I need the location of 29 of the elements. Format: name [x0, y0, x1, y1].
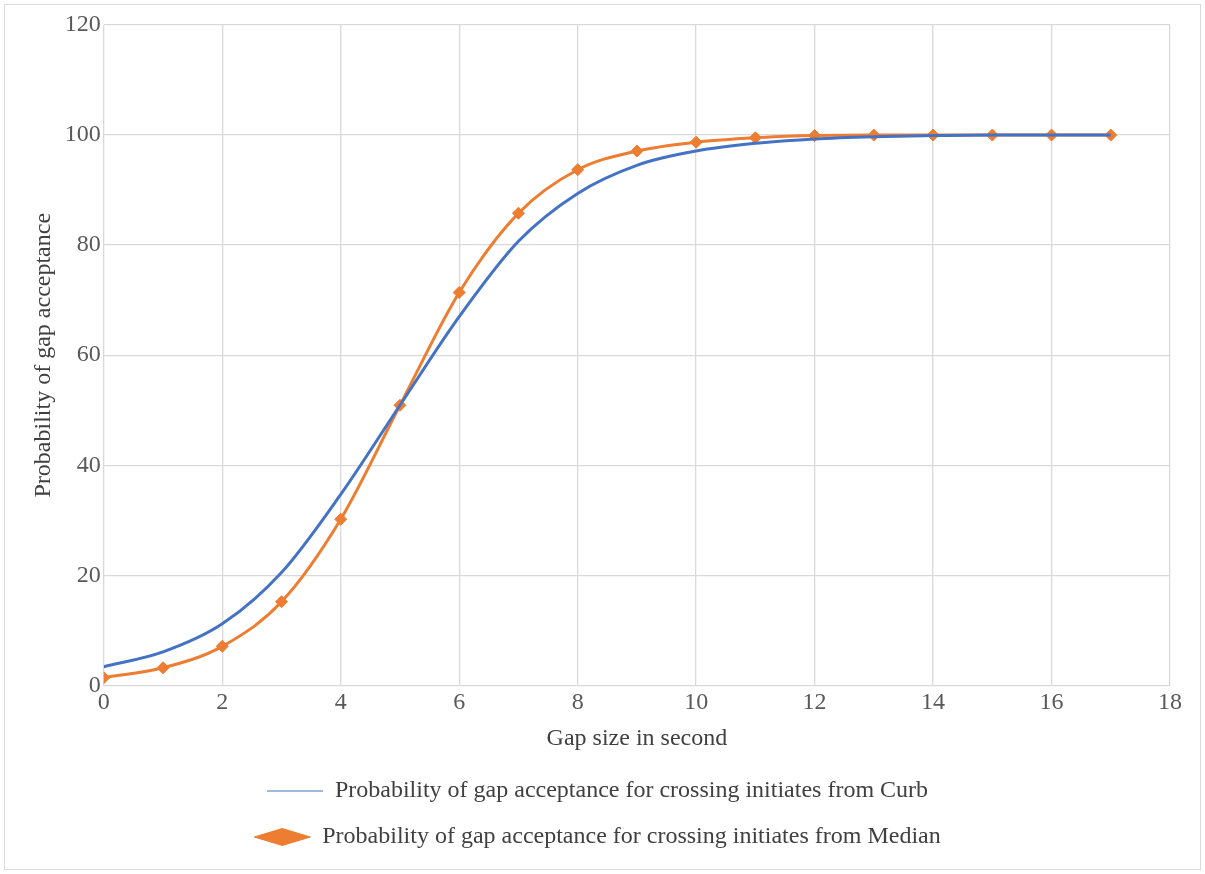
y-tick-label: 20 — [76, 560, 101, 587]
point — [689, 135, 703, 149]
point — [511, 206, 525, 220]
point — [215, 639, 229, 653]
point — [156, 661, 170, 675]
x-axis-title: Gap size in second — [546, 723, 728, 750]
y-tick-label: 80 — [76, 230, 101, 257]
x-tick-label: 12 — [802, 688, 827, 715]
y-tick-label: 100 — [64, 120, 101, 147]
x-tick-label: 2 — [216, 688, 229, 715]
x-tick-label: 18 — [1158, 688, 1182, 715]
point — [571, 163, 585, 177]
point — [334, 512, 348, 526]
x-tick-label: 6 — [453, 688, 466, 715]
legend-label: Probability of gap acceptance for crossing initiates from Curb — [334, 776, 929, 803]
legend-label: Probability of gap acceptance for crossing initiates from Median — [322, 822, 941, 849]
x-tick-label: 4 — [334, 688, 347, 715]
x-tick-label: 14 — [921, 688, 946, 715]
y-tick-label: 0 — [88, 670, 101, 697]
y-axis-title: Probability of gap acceptance — [28, 212, 55, 498]
point — [630, 144, 644, 158]
point — [452, 285, 466, 299]
y-tick-label: 120 — [64, 10, 101, 37]
x-tick-label: 8 — [571, 688, 584, 715]
x-tick-label: 16 — [1039, 688, 1064, 715]
y-tick-label: 60 — [76, 340, 101, 367]
x-tick-label: 10 — [684, 688, 709, 715]
y-tick-label: 40 — [76, 450, 101, 477]
point — [275, 595, 288, 609]
